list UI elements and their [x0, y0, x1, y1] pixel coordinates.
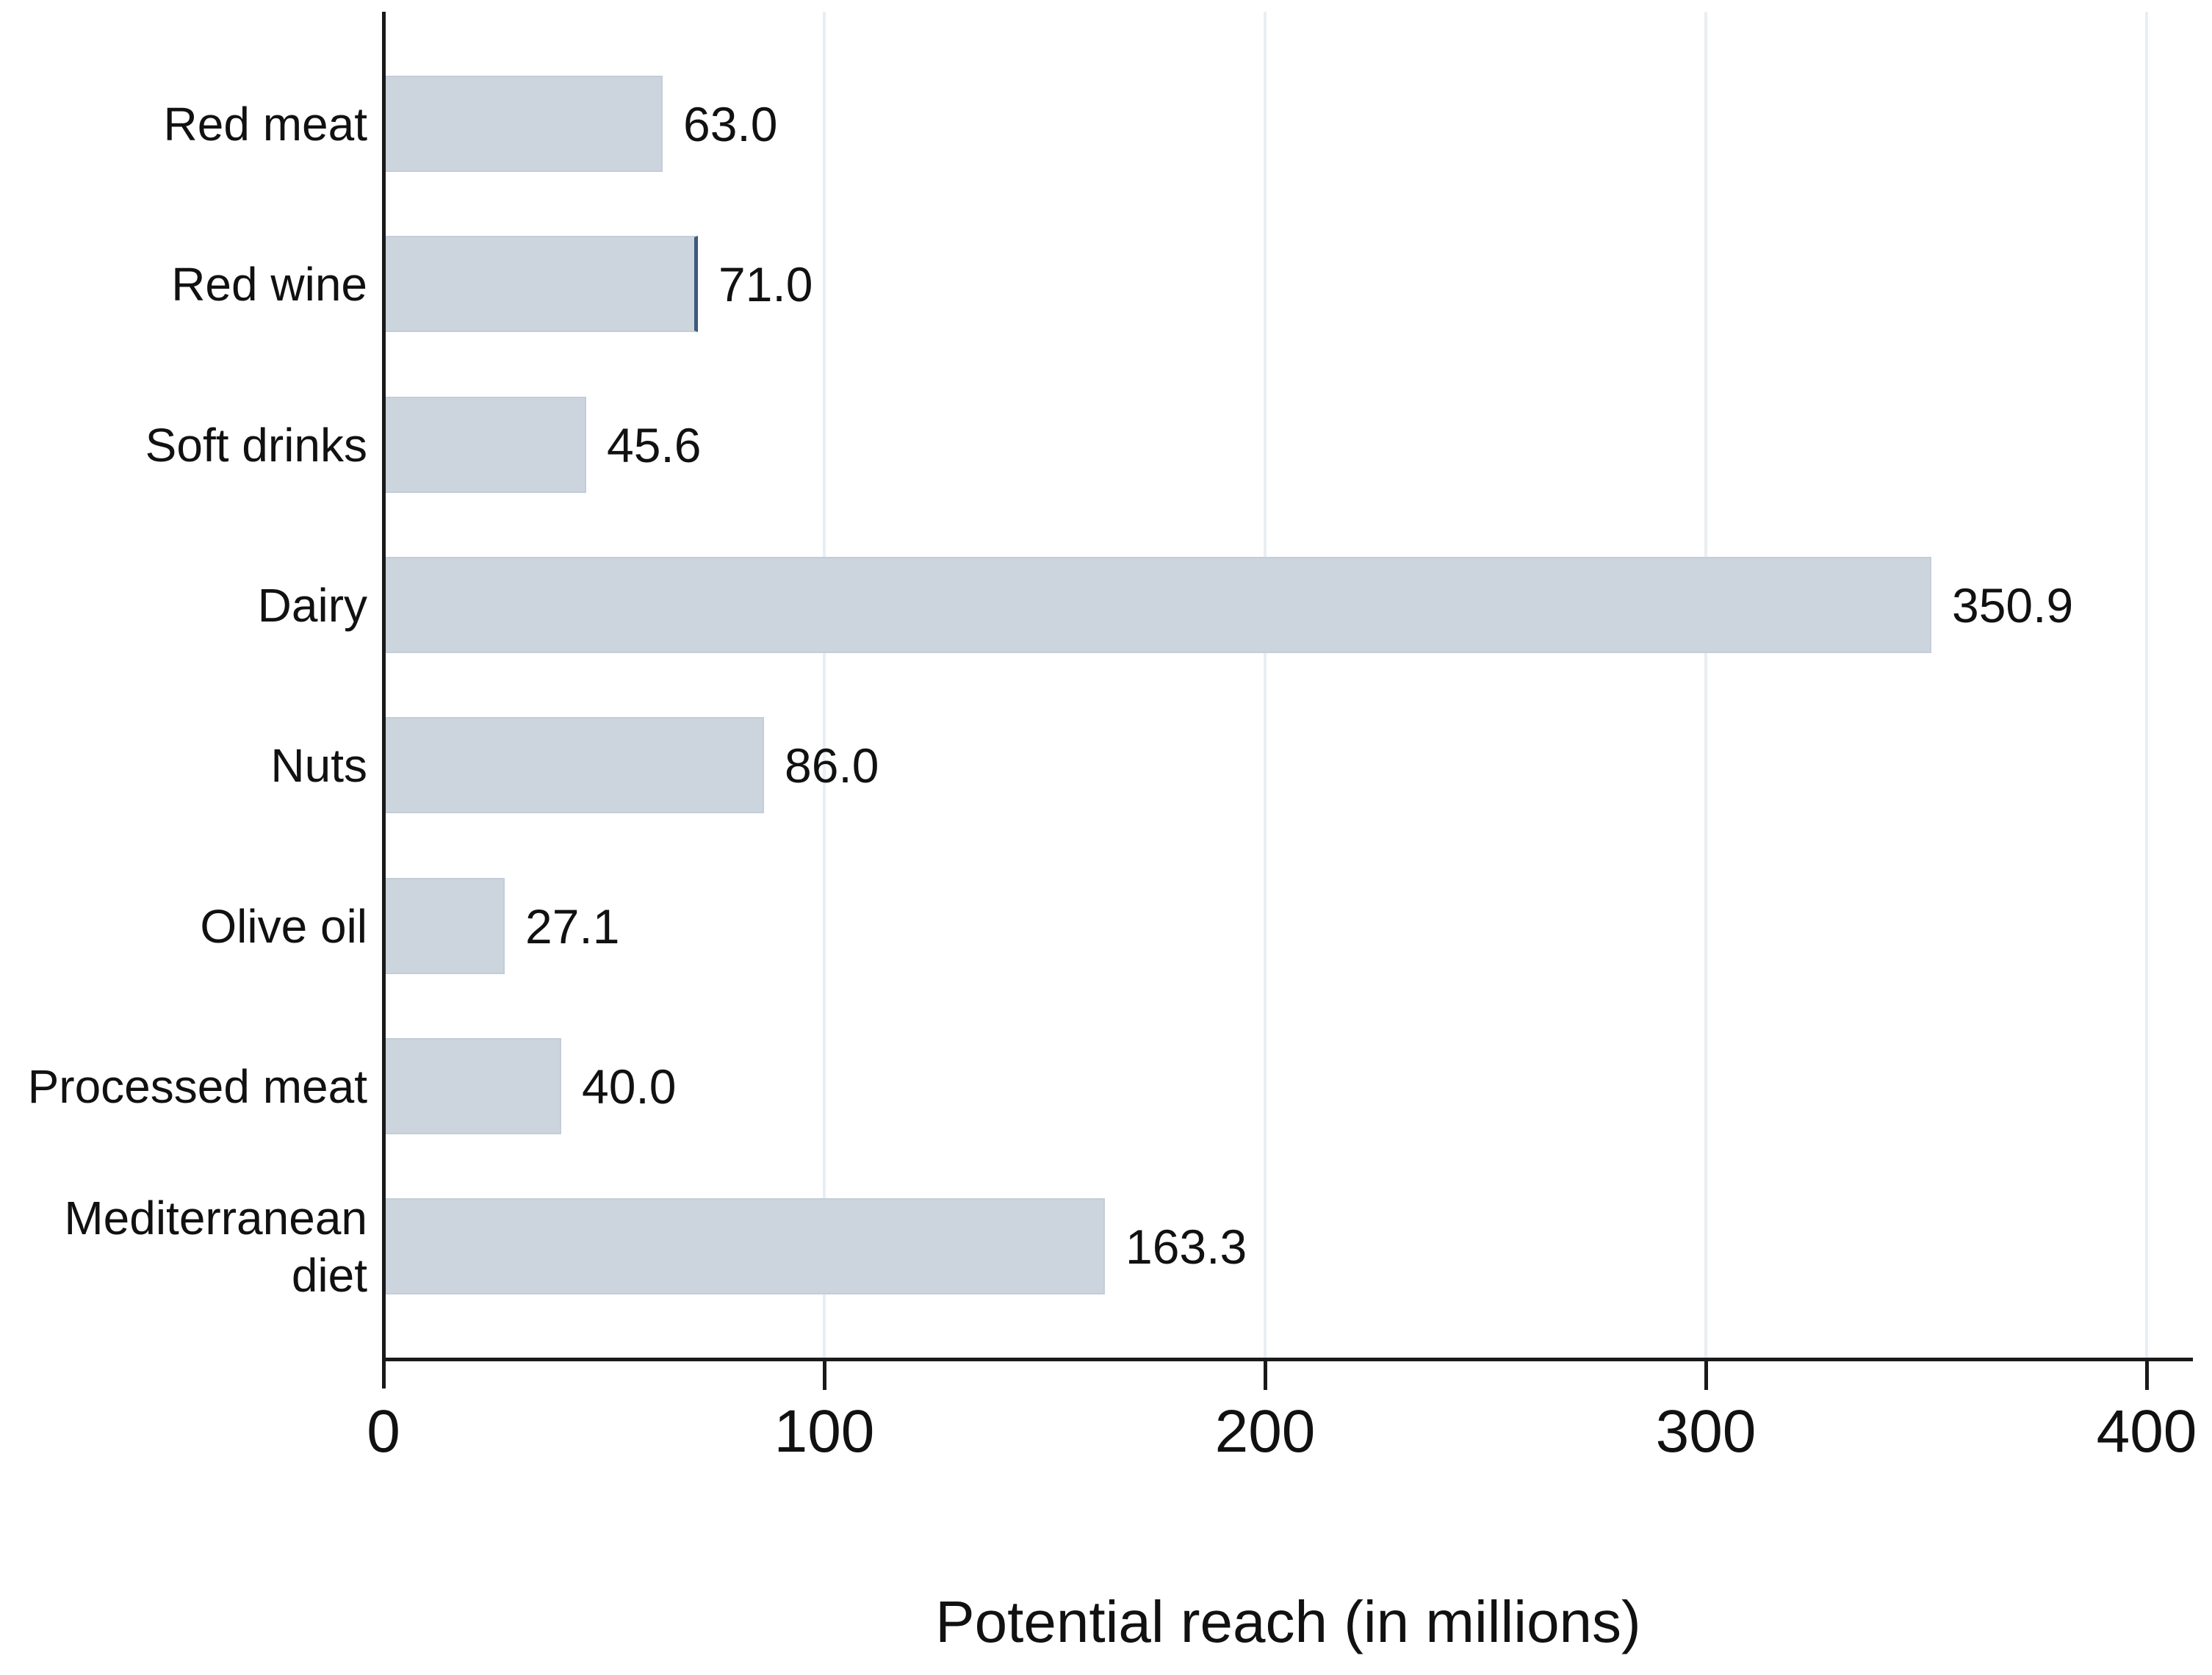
category-label-line: Nuts	[270, 738, 367, 792]
x-axis-title: Potential reach (in millions)	[935, 1589, 1641, 1654]
category-label-line: Red wine	[171, 257, 367, 311]
category-label: Mediterranean diet	[0, 1189, 367, 1303]
category-label: Dairy	[0, 576, 367, 633]
tick-label: 200	[1214, 1398, 1316, 1465]
category-label: Nuts	[0, 736, 367, 793]
category-label-line: Dairy	[257, 578, 367, 632]
gridline	[2145, 12, 2148, 1359]
bar-value-label: 350.9	[1952, 577, 2074, 633]
axis-tick	[1264, 1361, 1267, 1390]
category-label-line: Soft drinks	[145, 418, 367, 472]
x-axis-line	[382, 1358, 2193, 1361]
bar-value-label: 63.0	[683, 96, 778, 151]
category-label-line: Olive oil	[200, 899, 367, 953]
category-label-line: diet	[291, 1248, 367, 1302]
bar	[385, 878, 505, 974]
bar	[385, 1038, 561, 1134]
bar	[385, 557, 1931, 653]
category-label: Processed meat	[0, 1057, 367, 1114]
category-label-line: Mediterranean	[64, 1191, 367, 1244]
category-label: Red meat	[0, 95, 367, 152]
tick-label: 0	[367, 1398, 400, 1465]
tick-label: 300	[1655, 1398, 1757, 1465]
y-axis-line	[382, 12, 386, 1388]
category-label-line: Processed meat	[27, 1059, 367, 1113]
gridline	[1704, 12, 1707, 1359]
axis-tick	[1704, 1361, 1708, 1390]
category-label: Soft drinks	[0, 416, 367, 473]
category-label: Red wine	[0, 255, 367, 312]
gridline	[1264, 12, 1267, 1359]
bar	[385, 236, 698, 332]
bar	[385, 397, 586, 493]
tick-label: 400	[2096, 1398, 2197, 1465]
axis-tick	[2145, 1361, 2149, 1390]
tick-label: 100	[774, 1398, 875, 1465]
gridline	[823, 12, 826, 1359]
category-label: Olive oil	[0, 897, 367, 954]
bar-value-label: 45.6	[607, 417, 702, 472]
bar	[385, 1198, 1105, 1294]
bar-value-label: 40.0	[582, 1059, 677, 1114]
bar-value-label: 86.0	[785, 738, 879, 793]
bar-value-label: 163.3	[1125, 1219, 1247, 1274]
axis-tick	[823, 1361, 826, 1390]
bar	[385, 76, 663, 172]
category-label-line: Red meat	[163, 97, 367, 151]
bar-value-label: 71.0	[718, 256, 813, 311]
bar	[385, 717, 764, 813]
bar-value-label: 27.1	[525, 898, 620, 954]
